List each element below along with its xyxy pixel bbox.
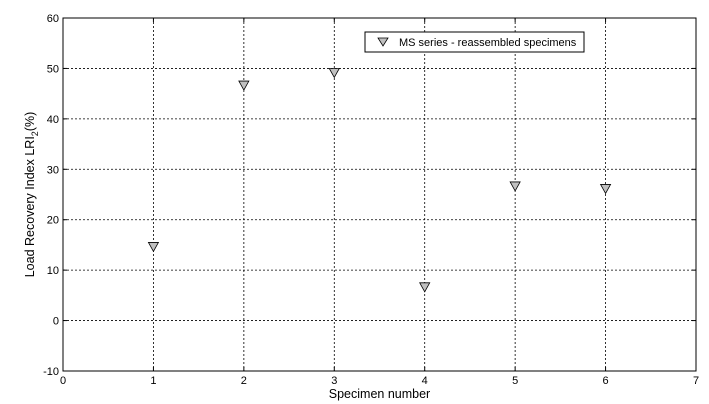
y-axis-ticks: -10 0 10 20 30 40 50 60 (43, 13, 696, 378)
y-tick-label: 20 (47, 215, 59, 227)
y-tick-label: 10 (47, 265, 59, 277)
data-point (147, 242, 160, 253)
x-axis-ticks: 0 1 2 3 4 5 6 7 (60, 18, 699, 387)
x-tick-label: 3 (331, 375, 337, 387)
y-tick-label: 60 (47, 13, 59, 25)
x-tick-label: 1 (150, 375, 156, 387)
x-tick-label: 5 (512, 375, 518, 387)
x-tick-label: 6 (603, 375, 609, 387)
x-axis-label: Specimen number (329, 387, 430, 401)
data-point (419, 282, 431, 293)
plot-area (62, 17, 697, 372)
y-axis-label-main: Load Recovery Index LRI (23, 136, 37, 277)
legend: MS series - reassembled specimens (364, 31, 585, 53)
x-tick-label: 2 (241, 375, 247, 387)
y-tick-label: 40 (47, 114, 59, 126)
legend-label: MS series - reassembled specimens (399, 37, 577, 49)
grid (63, 18, 696, 371)
y-axis-label: Load Recovery Index LRI2(%) (23, 112, 40, 278)
x-tick-label: 7 (693, 375, 699, 387)
y-axis-label-subscript: 2 (30, 131, 40, 136)
data-point (599, 184, 612, 195)
data-point (238, 80, 250, 91)
legend-box (364, 31, 585, 53)
legend-marker (377, 37, 389, 47)
x-tick-label: 4 (422, 375, 428, 387)
y-tick-label: -10 (43, 366, 59, 378)
data-point (328, 68, 340, 79)
y-tick-label: 50 (47, 63, 59, 75)
x-tick-label: 0 (60, 375, 66, 387)
y-axis-label-suffix: (%) (23, 112, 37, 131)
data-point (509, 181, 521, 192)
y-tick-label: 0 (53, 316, 59, 328)
data-points (147, 68, 612, 293)
y-tick-label: 30 (47, 164, 59, 176)
